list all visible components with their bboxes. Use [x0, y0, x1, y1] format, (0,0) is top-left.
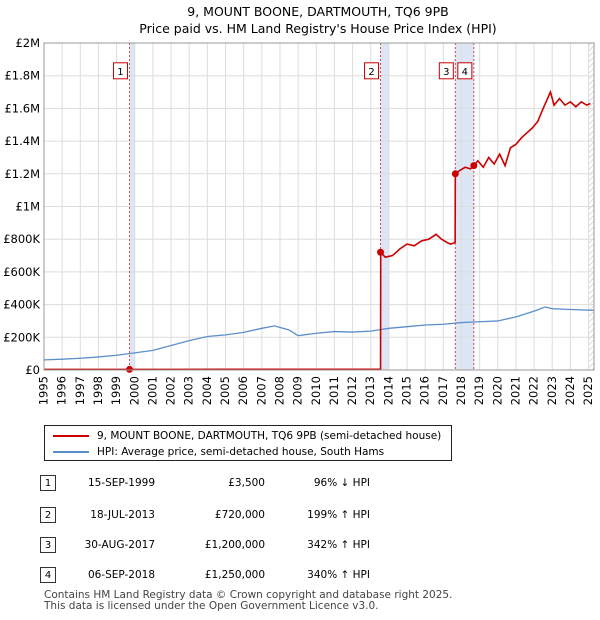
x-tick-label: 1997: [73, 376, 87, 405]
sale-hpi-comparison: 96% ↓ HPI: [313, 477, 370, 489]
sale-number: 1: [40, 475, 56, 491]
x-tick-label: 2000: [127, 376, 141, 405]
sale-number: 4: [40, 567, 56, 583]
x-tick-label: 2018: [454, 376, 468, 405]
y-tick-label: £400K: [3, 298, 40, 312]
x-tick-label: 2025: [581, 376, 595, 405]
y-tick-label: £0: [25, 363, 40, 377]
sale-date: 30-AUG-2017: [84, 539, 155, 551]
y-tick-label: £1M: [15, 200, 40, 214]
x-tick-label: 2010: [309, 376, 323, 405]
legend-label-property: 9, MOUNT BOONE, DARTMOUTH, TQ6 9PB (semi…: [97, 430, 442, 442]
hpi-line: [43, 306, 595, 361]
y-tick-label: £600K: [3, 265, 40, 279]
y-tick-label: £1.2M: [4, 167, 40, 181]
chart-subtitle: Price paid vs. HM Land Registry's House …: [139, 21, 496, 36]
sale-row: 2 18-JUL-2013 £720,000 199% ↑ HPI: [0, 507, 600, 527]
x-tick-label: 2011: [327, 376, 341, 405]
sale-point: [451, 170, 459, 178]
x-tick-label: 1995: [37, 376, 51, 405]
x-tick-label: 2014: [381, 376, 395, 405]
x-tick-label: 2004: [200, 376, 214, 405]
x-tick-label: 2024: [563, 376, 577, 405]
sale-label-box: [438, 62, 454, 80]
sale-hpi-comparison: 199% ↑ HPI: [307, 509, 370, 521]
footer-copyright: Contains HM Land Registry data © Crown c…: [44, 589, 453, 601]
sale-row: 4 06-SEP-2018 £1,250,000 340% ↑ HPI: [0, 567, 600, 587]
x-tick-label: 2021: [508, 376, 522, 405]
sale-price: £720,000: [214, 509, 265, 521]
legend-line-property: [53, 435, 89, 437]
property-line: [43, 89, 591, 371]
grid-lines: [43, 42, 594, 371]
x-tick-label: 2015: [400, 376, 414, 405]
x-tick-label: 1998: [91, 376, 105, 405]
sale-label-box: [364, 62, 380, 80]
sale-label-number: 2: [368, 67, 374, 78]
sale-number: 2: [40, 507, 56, 523]
sale-label-box: [457, 62, 473, 80]
x-tick-label: 2013: [363, 376, 377, 405]
sale-label-number: 1: [117, 67, 123, 78]
x-tick-label: 2005: [218, 376, 232, 405]
sale-point: [470, 162, 478, 170]
x-tick-label: 2002: [164, 376, 178, 405]
y-tick-label: £1.4M: [4, 134, 40, 148]
sale-date: 15-SEP-1999: [87, 477, 155, 489]
sale-price: £1,250,000: [204, 569, 265, 581]
sale-point: [125, 365, 133, 373]
x-tick-label: 2019: [472, 376, 486, 405]
sale-points: [125, 162, 478, 373]
y-tick-label: £200K: [3, 330, 40, 344]
sale-label-boxes: 1 2 3 4: [112, 62, 473, 80]
x-tick-label: 2016: [418, 376, 432, 405]
x-tick-label: 2020: [490, 376, 504, 405]
legend-item-hpi: HPI: Average price, semi-detached house,…: [53, 445, 384, 459]
x-tick-label: 2022: [527, 376, 541, 405]
y-tick-label: £800K: [3, 232, 40, 246]
x-tick-label: 2009: [291, 376, 305, 405]
y-tick-label: £2M: [15, 36, 40, 50]
legend: 9, MOUNT BOONE, DARTMOUTH, TQ6 9PB (semi…: [44, 425, 452, 461]
legend-line-hpi: [53, 451, 89, 453]
x-tick-label: 1996: [55, 376, 69, 405]
sale-number: 3: [40, 537, 56, 553]
sale-date: 06-SEP-2018: [87, 569, 155, 581]
plot-frame: [43, 42, 595, 371]
sale-price: £1,200,000: [204, 539, 265, 551]
x-tick-label: 2008: [272, 376, 286, 405]
chart-title: 9, MOUNT BOONE, DARTMOUTH, TQ6 9PB: [187, 4, 448, 19]
sale-label-number: 3: [443, 67, 449, 78]
x-tick-label: 2003: [182, 376, 196, 405]
sale-hpi-comparison: 342% ↑ HPI: [307, 539, 370, 551]
sale-date: 18-JUL-2013: [90, 509, 155, 521]
y-tick-label: £1.8M: [4, 69, 40, 83]
x-tick-label: 2006: [236, 376, 250, 405]
footer-licence: This data is licensed under the Open Gov…: [44, 600, 379, 612]
price-chart: 9, MOUNT BOONE, DARTMOUTH, TQ6 9PB Price…: [3, 4, 595, 405]
sale-label-box: [112, 62, 128, 80]
legend-item-property: 9, MOUNT BOONE, DARTMOUTH, TQ6 9PB (semi…: [53, 429, 441, 443]
sale-hpi-comparison: 340% ↑ HPI: [307, 569, 370, 581]
series-lines: [43, 89, 595, 371]
sale-price: £3,500: [228, 477, 265, 489]
footer: Contains HM Land Registry data © Crown c…: [44, 590, 452, 612]
x-tick-label: 2001: [145, 376, 159, 405]
x-tick-label: 2017: [436, 376, 450, 405]
sale-point: [377, 248, 385, 256]
sale-row: 1 15-SEP-1999 £3,500 96% ↓ HPI: [0, 475, 600, 495]
sale-row: 3 30-AUG-2017 £1,200,000 342% ↑ HPI: [0, 537, 600, 557]
y-tick-label: £1.6M: [4, 101, 40, 115]
sale-label-number: 4: [462, 67, 468, 78]
legend-label-hpi: HPI: Average price, semi-detached house,…: [97, 446, 385, 458]
x-tick-label: 2012: [345, 376, 359, 405]
axes: £0 £200K £400K £600K £800K £1M £1.2M £1.4M £1.6M…: [3, 36, 595, 405]
x-tick-label: 2007: [254, 376, 268, 405]
x-tick-label: 1999: [109, 376, 123, 405]
x-tick-label: 2023: [545, 376, 559, 405]
